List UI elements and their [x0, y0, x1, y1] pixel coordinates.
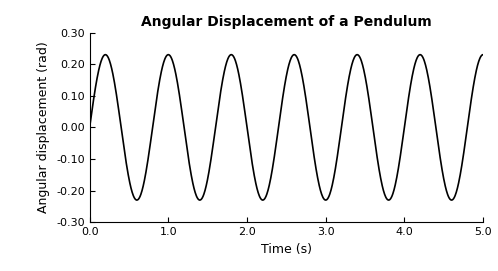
Y-axis label: Angular displacement (rad): Angular displacement (rad): [37, 41, 50, 213]
X-axis label: Time (s): Time (s): [261, 243, 312, 256]
Title: Angular Displacement of a Pendulum: Angular Displacement of a Pendulum: [141, 15, 432, 28]
